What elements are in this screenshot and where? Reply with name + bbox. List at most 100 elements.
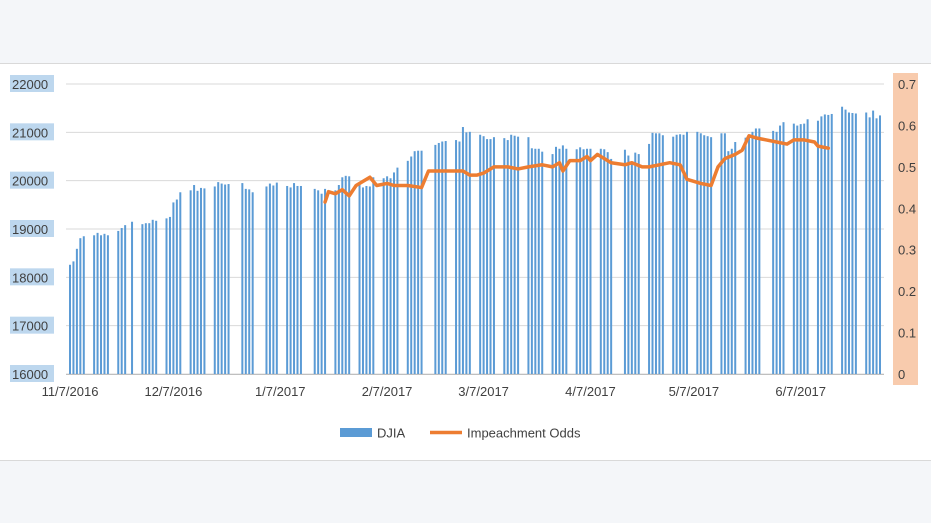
djia-bar	[868, 117, 871, 374]
djia-bar	[685, 131, 688, 374]
djia-bar	[479, 134, 482, 374]
y2-tick-label: 0	[898, 367, 905, 382]
djia-bar	[79, 238, 82, 374]
djia-bar	[575, 149, 578, 374]
djia-bar	[441, 141, 444, 374]
djia-bar	[730, 148, 733, 374]
djia-bar	[610, 158, 613, 374]
y-tick-label: 16000	[12, 367, 48, 382]
djia-bar	[599, 148, 602, 374]
djia-bar	[396, 167, 399, 374]
djia-bar	[272, 185, 275, 374]
djia-bar	[720, 133, 723, 374]
djia-bar	[444, 141, 447, 374]
djia-bar	[393, 172, 395, 374]
djia-bar	[434, 144, 437, 374]
y-tick-highlight	[10, 75, 54, 92]
x-tick-label: 6/7/2017	[775, 384, 826, 399]
djia-bar	[410, 156, 413, 374]
djia-bar	[465, 132, 468, 374]
djia-bar	[648, 143, 651, 374]
djia-bar	[296, 185, 299, 374]
djia-bar	[816, 120, 819, 374]
djia-bar	[586, 148, 589, 374]
djia-bar	[630, 161, 633, 374]
djia-bar	[492, 137, 495, 374]
chart-frame: 22000 21000 20000 19000 18000 17000 16000 0.7 0.…	[0, 63, 931, 461]
djia-bar	[106, 235, 109, 374]
djia-bar	[634, 152, 637, 374]
djia-bar	[654, 133, 657, 374]
y-tick-label: 19000	[12, 222, 48, 237]
legend-label-impeachment-odds: Impeachment Odds	[467, 426, 581, 441]
y-tick-label: 20000	[12, 174, 48, 189]
y-tick-highlight	[10, 268, 54, 286]
djia-bar	[727, 151, 730, 374]
djia-bar	[551, 154, 554, 374]
djia-bar	[199, 187, 202, 374]
djia-bar	[168, 216, 171, 374]
djia-bar	[796, 125, 799, 374]
djia-bar	[179, 192, 182, 374]
djia-bar	[293, 183, 296, 374]
djia-bar	[606, 152, 609, 374]
djia-bar	[286, 185, 289, 374]
djia-bar	[75, 248, 78, 374]
djia-bar	[699, 133, 702, 374]
djia-bar	[751, 131, 754, 374]
djia-bar	[782, 122, 785, 375]
djia-bar	[468, 131, 471, 374]
djia-bar	[334, 190, 337, 374]
djia-bar	[830, 113, 833, 374]
djia-bar	[337, 185, 340, 374]
y-tick-highlight	[10, 316, 54, 334]
djia-bar	[565, 148, 568, 374]
impeachment-odds-line	[323, 134, 831, 204]
djia-bar	[358, 182, 361, 374]
djia-bar	[317, 190, 320, 374]
djia-bar	[248, 189, 251, 374]
legend: DJIA Impeachment Odds	[340, 426, 581, 441]
djia-bar	[96, 232, 99, 374]
djia-bar	[517, 136, 520, 374]
djia-bar	[72, 261, 75, 374]
djia-bar	[299, 185, 302, 374]
djia-bar	[561, 145, 564, 374]
djia-bar	[541, 151, 544, 374]
djia-bar	[879, 115, 881, 375]
djia-bar	[792, 123, 795, 374]
djia-bar	[844, 109, 847, 374]
djia-bar	[382, 178, 385, 374]
djia-bar	[486, 139, 489, 374]
y2-tick-label: 0.6	[898, 118, 916, 133]
y2-tick-label: 0.1	[898, 326, 916, 341]
djia-bar	[651, 132, 654, 374]
djia-bar	[758, 128, 761, 374]
djia-bar	[420, 150, 423, 374]
y2-tick-label: 0.5	[898, 160, 916, 175]
djia-bar	[537, 148, 540, 374]
djia-bar	[510, 134, 513, 374]
axes: 22000 21000 20000 19000 18000 17000 16000 0.7 0.…	[10, 73, 918, 399]
djia-bar	[320, 193, 323, 374]
djia-bar	[672, 136, 675, 374]
djia-bar	[623, 149, 626, 374]
djia-bar	[141, 224, 144, 374]
y-tick-label: 17000	[12, 319, 48, 334]
djia-bar	[779, 125, 782, 374]
djia-bar	[203, 188, 206, 374]
djia-bar	[696, 131, 699, 374]
djia-bar	[582, 149, 585, 374]
djia-bar	[389, 178, 392, 374]
x-tick-label: 4/7/2017	[565, 384, 616, 399]
djia-bar	[241, 183, 244, 374]
djia-bar	[723, 133, 726, 374]
djia-bar	[461, 127, 464, 374]
djia-bar	[220, 183, 223, 374]
djia-bar	[675, 134, 678, 374]
djia-bar	[841, 106, 844, 374]
x-tick-label: 3/7/2017	[458, 384, 509, 399]
djia-bar	[579, 147, 582, 374]
djia-bar	[144, 223, 147, 374]
djia-bar	[227, 184, 230, 374]
